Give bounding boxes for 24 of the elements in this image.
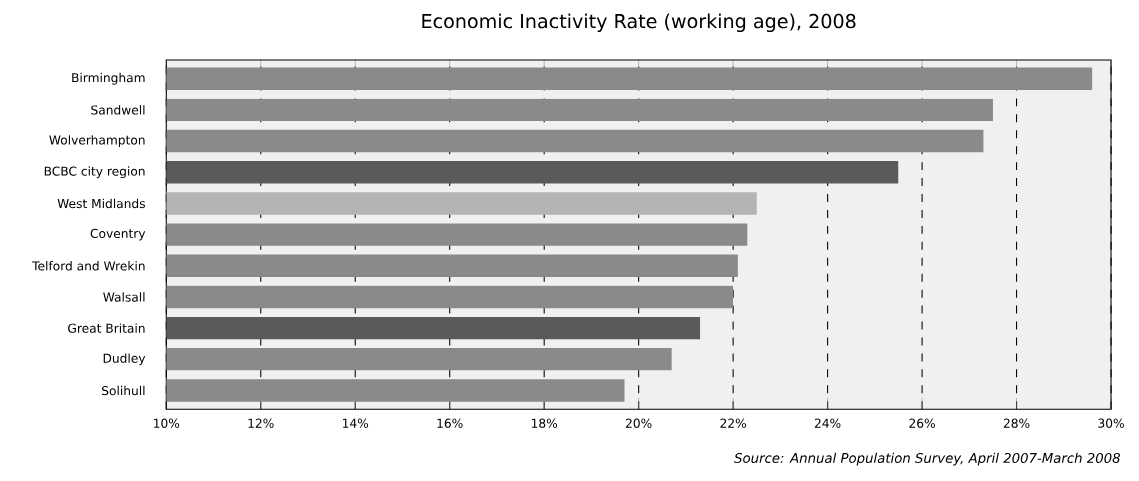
x-tick-label: 30%: [1098, 418, 1124, 428]
y-tick-label: Sandwell: [91, 105, 145, 115]
y-tick-label: Dudley: [103, 353, 146, 366]
x-tick-label: 10%: [154, 418, 180, 428]
x-tick-label: 22%: [720, 418, 747, 428]
x-tick-label: 18%: [531, 418, 558, 428]
y-tick-label: Birmingham: [72, 72, 145, 85]
y-tick-label: Solihull: [102, 385, 145, 396]
x-tick-label: 26%: [909, 418, 935, 428]
x-tick-label: 14%: [342, 418, 369, 428]
x-tick-label: 28%: [1003, 418, 1030, 428]
x-tick-label: 16%: [437, 418, 463, 428]
y-tick-label: Walsall: [103, 292, 145, 302]
y-tick-label: Telford and Wrekin: [32, 261, 145, 271]
x-tick-label: 12%: [248, 418, 274, 428]
y-tick-label: Coventry: [90, 228, 146, 241]
y-tick-label: BCBC city region: [44, 166, 145, 179]
source-note: Source: Annual Population Survey, April 2007-March 2008: [734, 452, 1121, 466]
y-tick-label: Great Britain: [68, 323, 145, 333]
x-tick-label: 24%: [814, 418, 841, 428]
y-tick-label: West Midlands: [57, 198, 145, 209]
x-tick-label: 20%: [625, 418, 652, 428]
chart-title: Economic Inactivity Rate (working age), 2008: [422, 13, 856, 33]
y-tick-label: Wolverhampton: [49, 135, 145, 147]
